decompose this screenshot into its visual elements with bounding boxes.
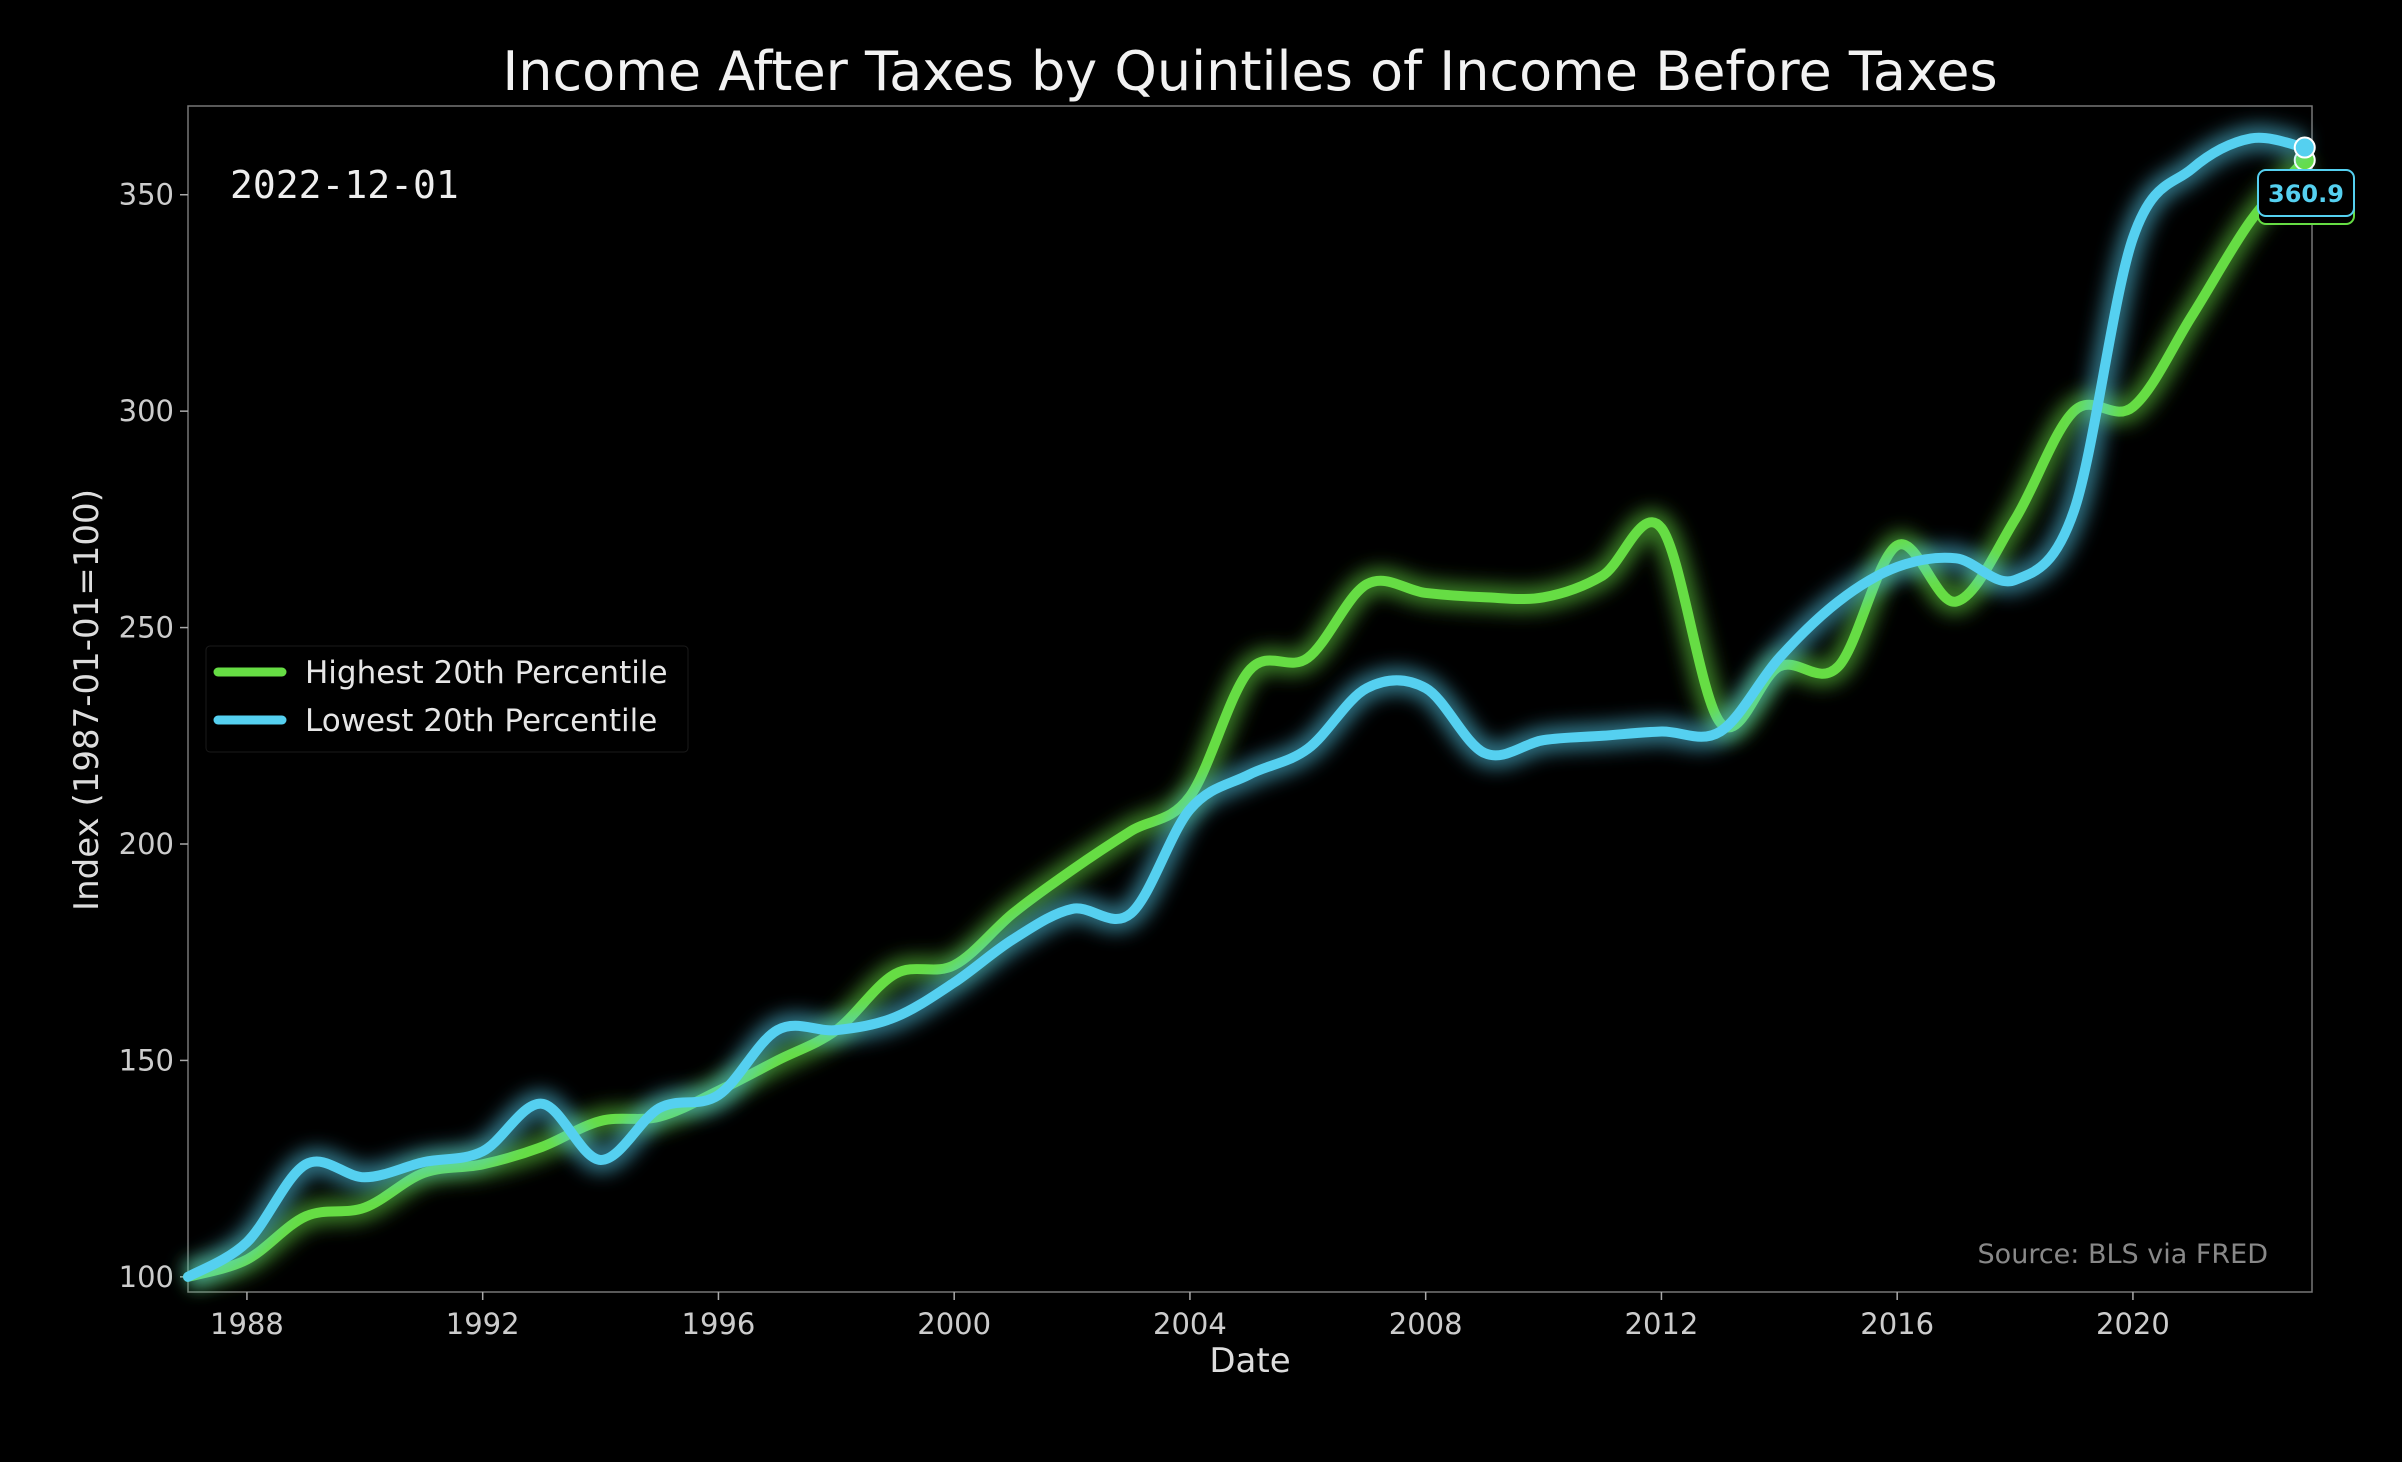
x-tick-label: 2004: [1153, 1307, 1227, 1341]
x-tick-label: 2020: [2096, 1307, 2170, 1341]
x-tick-label: 2008: [1389, 1307, 1463, 1341]
x-tick-label: 1996: [682, 1307, 756, 1341]
plot-frame: [187, 105, 2313, 1293]
x-tick-label: 2012: [1625, 1307, 1699, 1341]
legend-label-highest: Highest 20th Percentile: [305, 655, 668, 691]
y-tick-label: 350: [119, 178, 174, 212]
source-note: Source: BLS via FRED: [1978, 1239, 2268, 1270]
x-axis-label: Date: [1209, 1341, 1290, 1381]
y-tick-label: 200: [119, 827, 174, 861]
y-tick-label: 100: [119, 1260, 174, 1294]
chart-title: Income After Taxes by Quintiles of Incom…: [502, 40, 1997, 103]
y-tick-label: 300: [119, 394, 174, 428]
current-date-label: 2022-12-01: [230, 163, 459, 207]
y-tick-label: 250: [119, 611, 174, 645]
legend: Highest 20th Percentile Lowest 20th Perc…: [205, 645, 689, 753]
end-value-label: 360.9: [2268, 180, 2344, 208]
x-tick-label: 1988: [210, 1307, 284, 1341]
x-tick-label: 1992: [446, 1307, 520, 1341]
x-tick-label: 2016: [1860, 1307, 1934, 1341]
end-value-box-lowest: [2257, 169, 2355, 217]
x-tick-label: 2000: [917, 1307, 991, 1341]
legend-box: [205, 645, 689, 753]
y-tick-label: 150: [119, 1043, 174, 1077]
y-axis-label: Index (1987-01-01=100): [67, 489, 107, 911]
legend-label-lowest: Lowest 20th Percentile: [305, 703, 657, 739]
series-end-marker-lowest: [2293, 136, 2316, 159]
series-line-lowest: [183, 132, 2310, 1282]
end-value-tooltip: 360.9: [2257, 169, 2355, 225]
